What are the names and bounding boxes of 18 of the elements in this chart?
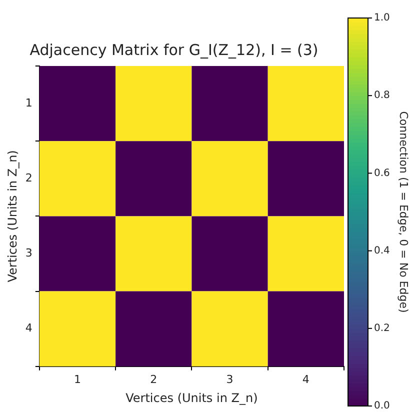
x-axis-title: Vertices (Units in Z_n) — [126, 390, 258, 405]
y-axis-title: Vertices (Units in Z_n) — [5, 150, 20, 282]
color-bar-label: 1.0 — [374, 12, 390, 24]
x-tick-label: 1 — [74, 372, 81, 386]
x-tick-label: 2 — [150, 372, 158, 386]
y-tick-label: 3 — [25, 246, 32, 260]
color-bar-label: 0.6 — [374, 168, 390, 179]
x-tick-label: 4 — [302, 372, 310, 386]
color-bar-label: 0.0 — [374, 400, 390, 412]
color-bar-title: Connection (1 = Edge, 0 = No Edge) — [397, 111, 410, 313]
y-tick-label: 2 — [25, 172, 32, 185]
y-tick-label: 4 — [25, 322, 32, 335]
chart-title: Adjacency Matrix for G_I(Z_12), I = (3) — [30, 40, 318, 59]
color-bar-label: 0.4 — [374, 245, 390, 256]
color-bar-label: 0.2 — [374, 322, 390, 334]
y-tick-label: 1 — [25, 96, 32, 110]
x-tick-label: 3 — [226, 372, 234, 386]
color-bar-label: 0.8 — [374, 90, 390, 102]
